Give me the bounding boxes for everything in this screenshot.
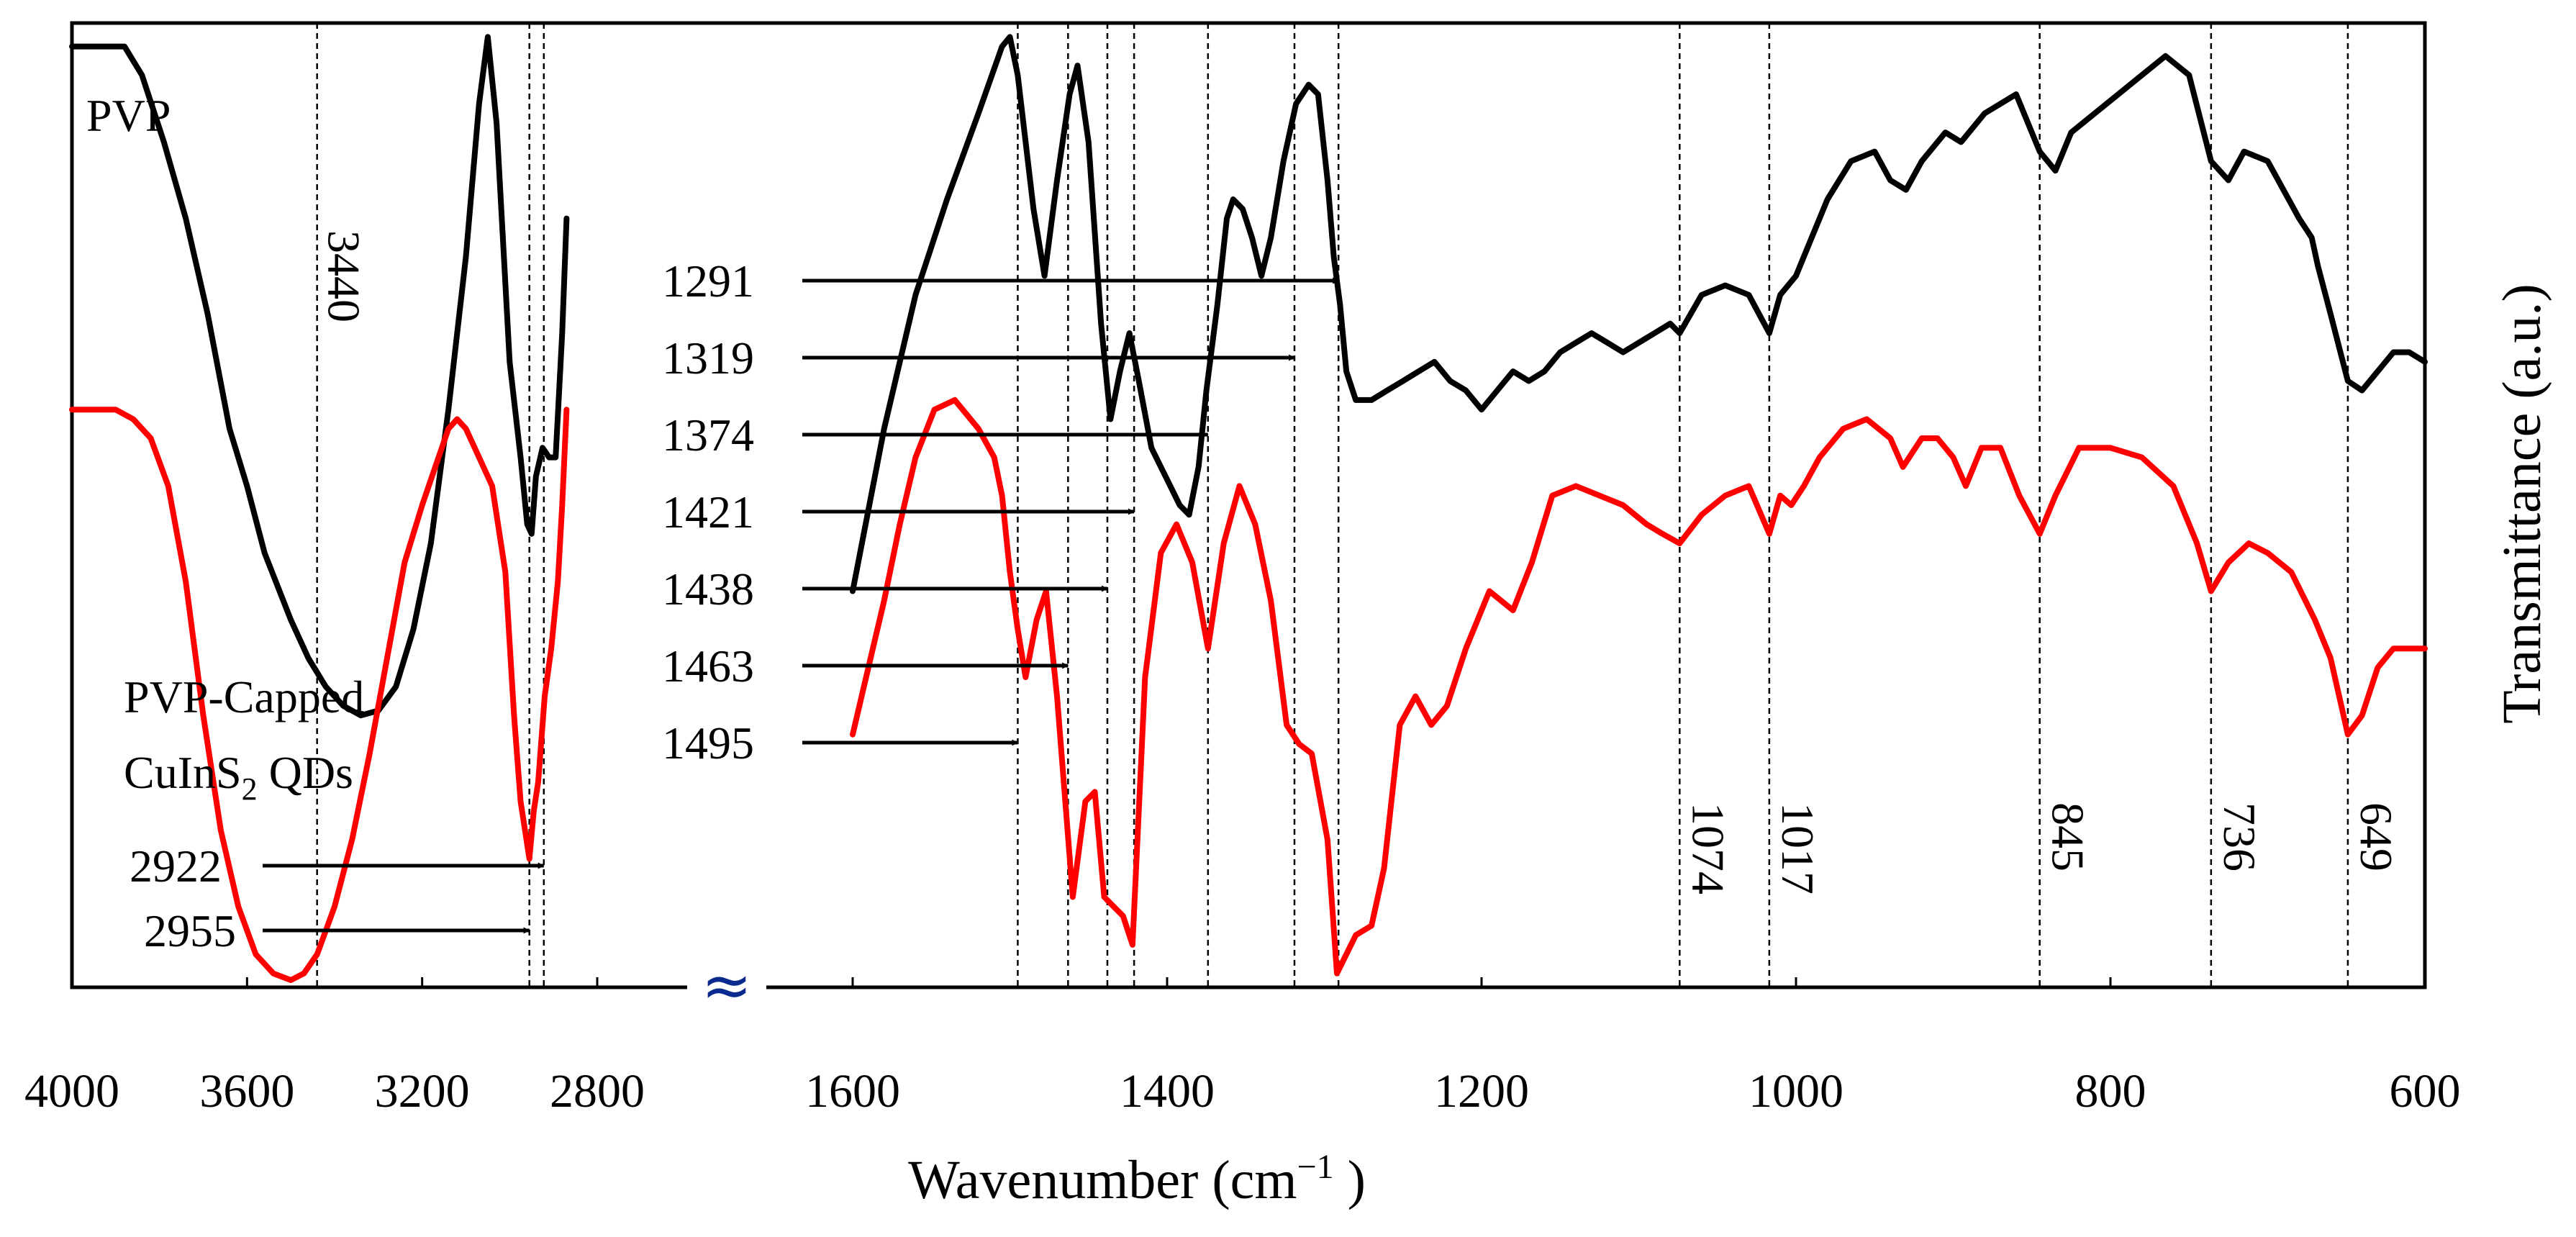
peak-label-1291: 1291	[662, 255, 754, 307]
tick-label-1000: 1000	[1749, 1065, 1843, 1118]
peak-label-1438: 1438	[662, 563, 754, 615]
legend-qds-subscript: 2	[242, 771, 258, 807]
tick-label-2800: 2800	[550, 1065, 645, 1118]
legend-qds-line2: CuInS2 QDs	[124, 747, 353, 807]
peak-label-1017: 1017	[1772, 802, 1823, 894]
peak-label-649: 649	[2351, 802, 2402, 871]
plot-frame	[70, 21, 2427, 989]
axis-break-gap	[687, 975, 766, 1000]
tick-label-3200: 3200	[375, 1065, 470, 1118]
series-pvp-high-line	[69, 34, 570, 719]
tick-label-600: 600	[2390, 1065, 2461, 1118]
tick-label-3600: 3600	[199, 1065, 294, 1118]
peak-arrows	[263, 277, 1340, 934]
peak-label-1495: 1495	[662, 717, 754, 769]
peak-label-845: 845	[2043, 802, 2094, 871]
y-axis-label: Transmittance (a.u.)	[2492, 284, 2552, 723]
tick-label-1400: 1400	[1120, 1065, 1215, 1118]
tick-label-4000: 4000	[24, 1065, 119, 1118]
peak-label-2955: 2955	[144, 905, 236, 956]
legend-qds-line1: PVP-Capped	[124, 671, 364, 722]
axis-break-symbol: ≈	[702, 950, 752, 1020]
legend-pvp: PVP	[86, 90, 171, 141]
peak-label-1074: 1074	[1682, 802, 1733, 894]
tick-label-1600: 1600	[805, 1065, 900, 1118]
tick-label-800: 800	[2075, 1065, 2146, 1118]
x-axis-label: Wavenumber (cm−1 )	[908, 1148, 1366, 1210]
peak-label-1319: 1319	[662, 332, 754, 384]
peak-label-736: 736	[2214, 802, 2265, 871]
peak-label-1421: 1421	[662, 486, 754, 538]
peak-label-2922: 2922	[130, 840, 222, 892]
peak-label-1374: 1374	[662, 409, 754, 461]
peak-label-1463: 1463	[662, 640, 754, 692]
tick-label-1200: 1200	[1434, 1065, 1529, 1118]
series-qds-high-line	[69, 407, 570, 983]
series-qds-low-line	[850, 397, 2428, 977]
x-axis-label-sup: −1	[1297, 1148, 1334, 1186]
x-axis-ticks: 4000 3600 3200 2800 1600 1400 1200 1000 800 600	[24, 975, 2461, 1118]
series-pvp-low-line	[850, 34, 2428, 594]
peak-label-3440: 3440	[319, 230, 370, 322]
spectra	[69, 34, 2428, 983]
annotations: 1291 1319 1374 1421 1438 1463 1495 2922 2955 3440…	[130, 230, 2402, 956]
